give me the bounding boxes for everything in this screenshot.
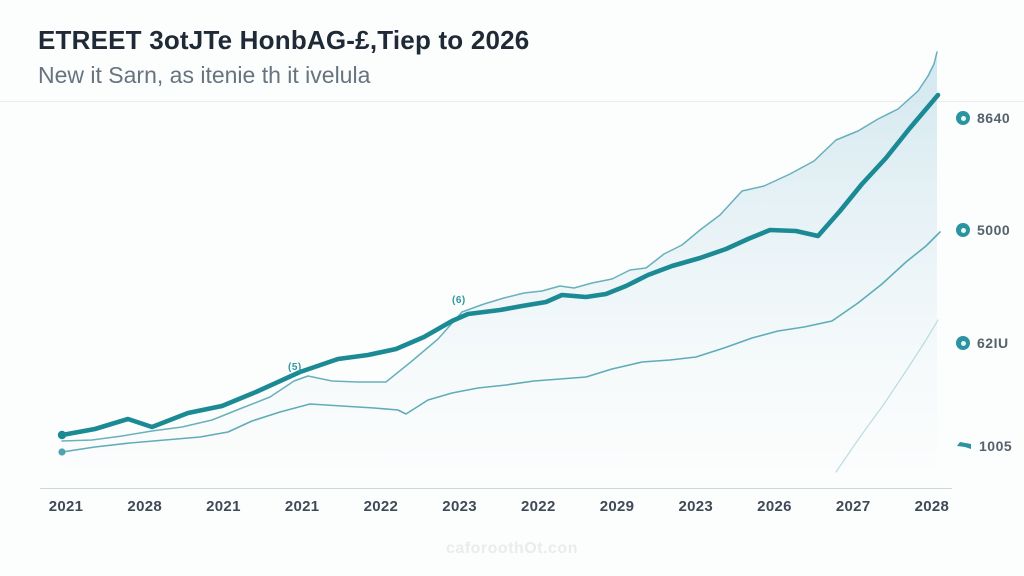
globe-circle-icon xyxy=(956,336,970,350)
page-subtitle: New it Sarn, as itenie th it ivelula xyxy=(38,61,371,88)
x-axis-label: 2022 xyxy=(363,498,399,515)
x-axis-label: 2021 xyxy=(48,498,84,515)
coin-circle-icon xyxy=(956,223,970,237)
value-label-5000: 5000 xyxy=(956,222,1010,238)
value-text: 8640 xyxy=(977,110,1011,126)
upper-thin-line xyxy=(61,51,938,442)
main-series-line xyxy=(59,92,941,438)
area-fill xyxy=(62,52,937,484)
faint-tail-line xyxy=(835,319,939,473)
x-axis-label: 2022 xyxy=(521,498,556,515)
x-axis-label: 2021 xyxy=(206,498,241,515)
x-axis-label: 2023 xyxy=(442,498,477,515)
x-axis-line xyxy=(40,488,952,489)
data-annotation-5: (5) xyxy=(288,362,302,373)
x-axis-label: 2029 xyxy=(599,498,635,515)
coin-circle-icon xyxy=(956,111,970,125)
arrow-icon xyxy=(957,442,971,449)
main-series-start-marker xyxy=(57,430,67,440)
lower-series-start-marker xyxy=(58,448,66,456)
x-axis-label: 2026 xyxy=(757,498,792,515)
value-label-62iu: 62IU xyxy=(956,335,1009,351)
x-axis-label: 2028 xyxy=(914,498,950,515)
page-title: ETREET 3otJTe HonbAG-£,Tiep to 2026 xyxy=(38,25,530,55)
watermark-text: caforoothOt.con xyxy=(446,540,578,557)
header-divider xyxy=(0,101,1024,102)
value-text: 5000 xyxy=(977,222,1011,238)
chart-header: ETREET 3otJTe HonbAG-£,Tiep to 2026 New … xyxy=(38,25,938,89)
value-text: 1005 xyxy=(979,438,1013,454)
x-axis-label: 2027 xyxy=(835,498,871,515)
data-annotation-6: (6) xyxy=(452,295,466,306)
x-axis-labels: 2021 2028 2021 2021 2022 2023 2022 2029 … xyxy=(46,498,952,515)
x-axis-label: 2023 xyxy=(678,498,714,515)
lower-thin-line xyxy=(61,231,941,453)
x-axis-label: 2028 xyxy=(127,498,162,515)
value-label-8640: 8640 xyxy=(956,110,1010,126)
value-text: 62IU xyxy=(977,335,1009,351)
value-label-1005: 1005 xyxy=(956,438,1012,454)
x-axis-label: 2021 xyxy=(284,498,320,515)
